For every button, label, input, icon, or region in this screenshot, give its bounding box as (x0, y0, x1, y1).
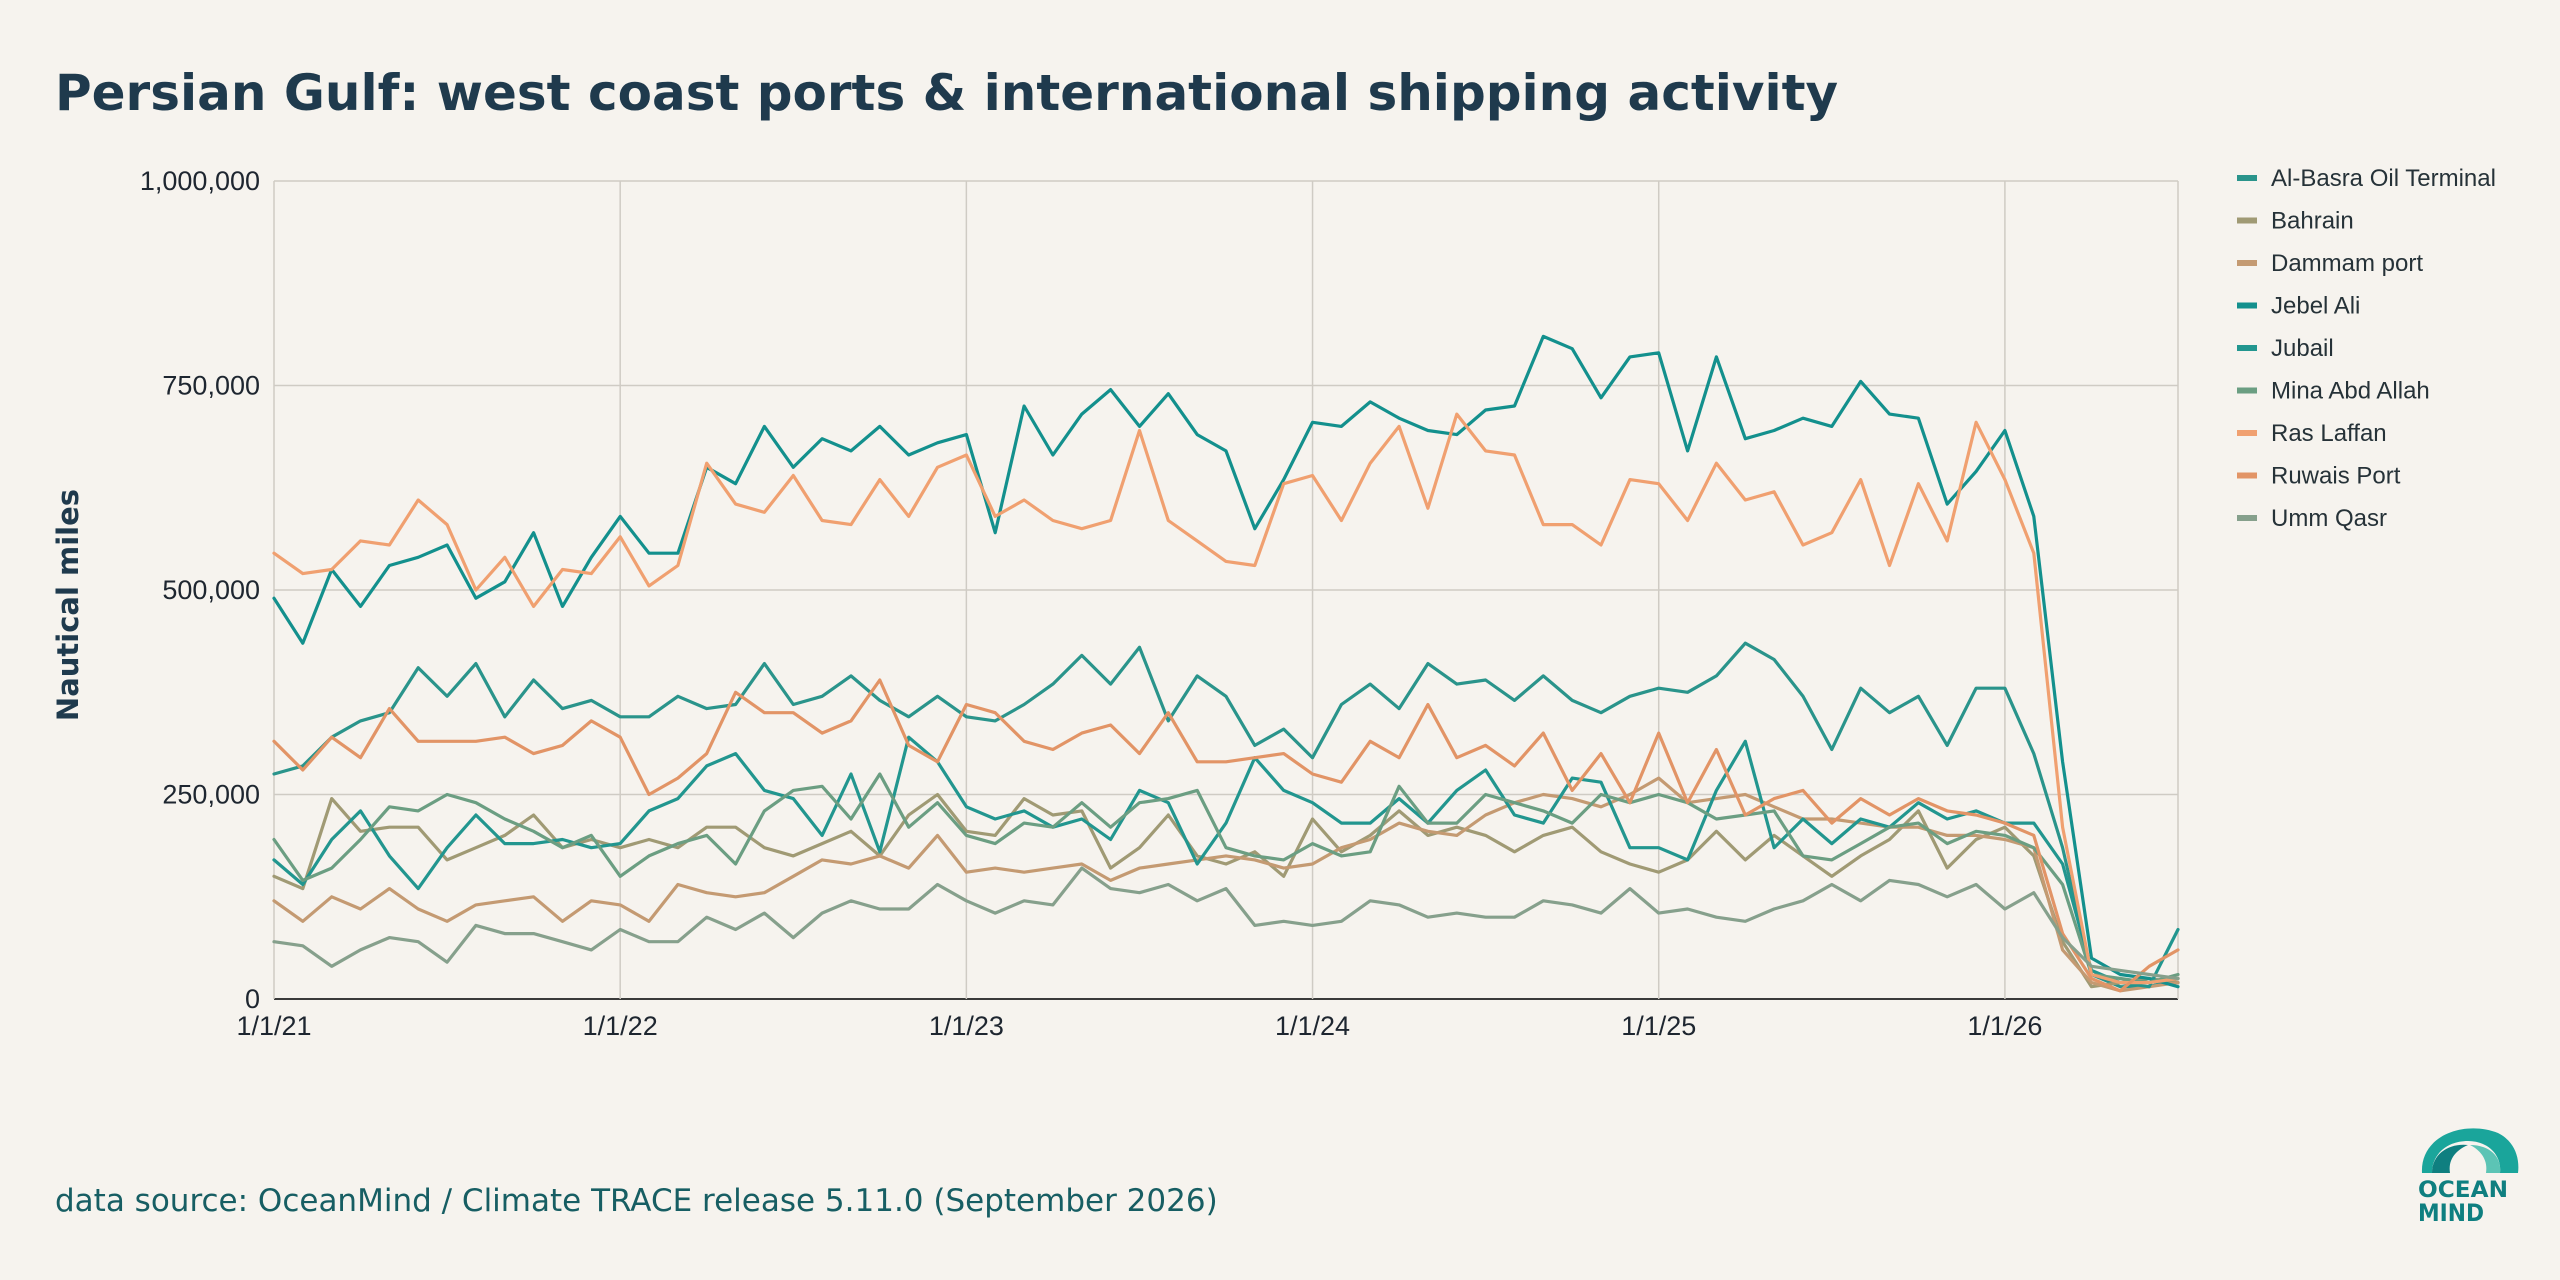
x-tick-label: 1/1/21 (236, 1011, 311, 1041)
logo-text-mind: MIND (2418, 1199, 2484, 1225)
legend-swatch (2237, 515, 2257, 521)
legend-swatch (2237, 472, 2257, 479)
logo-text-ocean: OCEAN (2418, 1178, 2508, 1203)
legend-swatch (2237, 260, 2257, 266)
series-line (272, 735, 2180, 989)
series-line (272, 334, 2180, 989)
series-line (272, 866, 2180, 981)
x-axis: 1/1/21 1/1/22 1/1/23 1/1/24 1/1/25 1/1/26 (236, 1011, 2042, 1041)
legend-swatch (2237, 302, 2257, 309)
legend-label: Jubail (2271, 335, 2334, 362)
legend: Al-Basra Oil Terminal Bahrain Dammam port J… (2237, 165, 2496, 532)
y-tick-label: 500,000 (162, 575, 260, 605)
y-tick-label: 250,000 (162, 780, 260, 810)
x-tick-label: 1/1/22 (583, 1011, 658, 1041)
y-tick-label: 750,000 (162, 371, 260, 401)
chart-title: Persian Gulf: west coast ports & interna… (55, 64, 1839, 122)
series-line (272, 776, 2180, 993)
x-tick-label: 1/1/24 (1275, 1011, 1350, 1041)
y-tick-label: 0 (245, 984, 260, 1014)
legend-swatch (2237, 217, 2257, 224)
legend-label: Al-Basra Oil Terminal (2271, 165, 2496, 192)
series-lines (272, 334, 2180, 993)
legend-label: Jebel Ali (2271, 293, 2360, 320)
y-axis-label: Nautical miles (51, 489, 85, 721)
legend-swatch (2237, 345, 2257, 351)
legend-swatch (2237, 175, 2257, 181)
series-line (272, 792, 2180, 989)
x-tick-label: 1/1/26 (1967, 1011, 2042, 1041)
x-tick-label: 1/1/25 (1621, 1011, 1696, 1041)
y-axis: 0 250,000 500,000 750,000 1,000,000 (140, 166, 260, 1014)
series-line (272, 412, 2180, 985)
legend-label: Dammam port (2271, 250, 2423, 277)
oceanmind-logo: OCEAN MIND (2418, 1128, 2519, 1225)
logo-wave-highlight (2470, 1145, 2501, 1173)
legend-label: Ruwais Port (2271, 463, 2401, 490)
series-line (272, 641, 2180, 989)
legend-label: Mina Abd Allah (2271, 378, 2430, 405)
series-line (272, 678, 2180, 993)
logo-wave-outer (2421, 1128, 2519, 1173)
legend-label: Ras Laffan (2271, 420, 2387, 447)
series-line (272, 772, 2180, 985)
x-tick-label: 1/1/23 (929, 1011, 1004, 1041)
data-source-note: data source: OceanMind / Climate TRACE r… (55, 1183, 1218, 1219)
legend-label: Bahrain (2271, 208, 2354, 235)
y-tick-label: 1,000,000 (140, 166, 260, 196)
legend-swatch (2237, 387, 2257, 394)
logo-wave-inner (2432, 1144, 2468, 1173)
legend-swatch (2237, 430, 2257, 436)
legend-label: Umm Qasr (2271, 505, 2387, 532)
grid (273, 180, 2179, 1000)
